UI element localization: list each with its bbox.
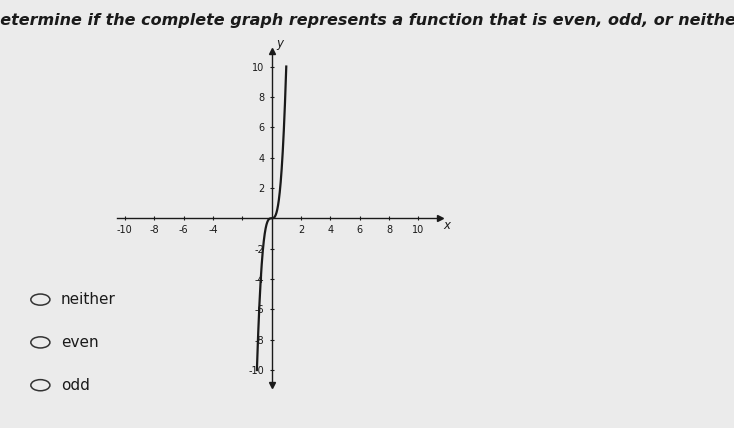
Text: y: y: [276, 37, 283, 50]
Text: neither: neither: [61, 292, 116, 307]
Text: odd: odd: [61, 377, 90, 393]
Text: x: x: [443, 220, 451, 232]
Text: Determine if the complete graph represents a function that is even, odd, or neit: Determine if the complete graph represen…: [0, 13, 734, 28]
Text: even: even: [61, 335, 98, 350]
